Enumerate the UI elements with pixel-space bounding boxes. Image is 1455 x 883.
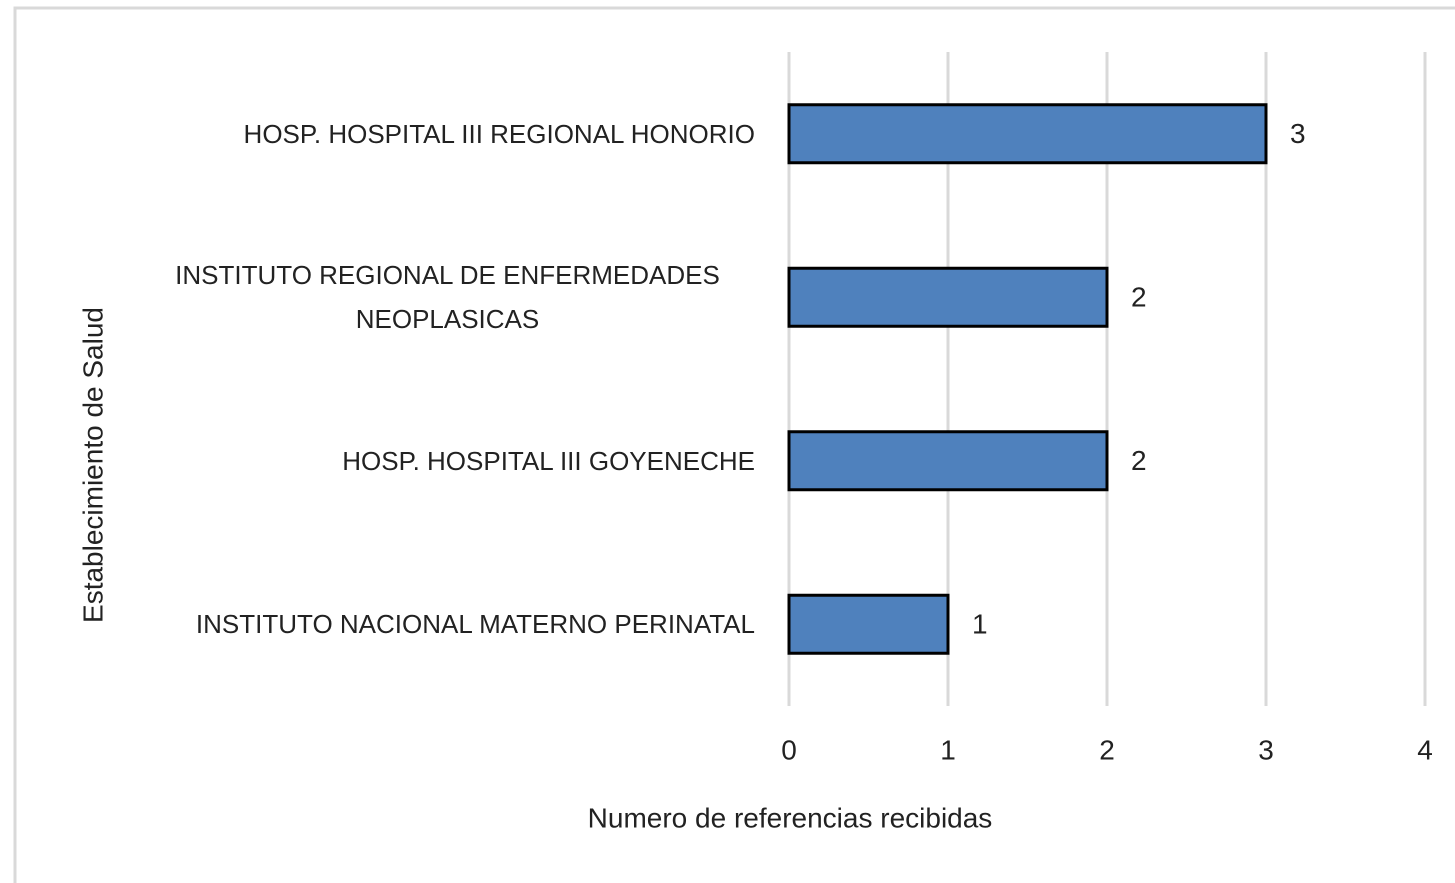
bar: [787, 593, 950, 655]
y-tick-label: HOSP. HOSPITAL III GOYENECHE: [342, 445, 755, 476]
data-label: 2: [1131, 445, 1147, 476]
x-tick-label: 2: [1099, 734, 1115, 765]
y-tick-label: INSTITUTO NACIONAL MATERNO PERINATAL: [195, 609, 755, 640]
bar: [787, 430, 1109, 492]
y-axis-title: Establecimiento de Salud: [77, 307, 108, 623]
x-tick-label: 0: [781, 734, 797, 765]
x-tick-label: 1: [940, 734, 956, 765]
bar: [787, 103, 1268, 165]
x-axis-title: Numero de referencias recibidas: [588, 802, 993, 833]
bar: [787, 266, 1109, 328]
data-label: 1: [972, 609, 988, 640]
data-label: 2: [1131, 282, 1147, 313]
y-tick-label: INSTITUTO REGIONAL DE ENFERMEDADES NEOPL…: [175, 260, 720, 335]
x-tick-label: 4: [1417, 734, 1433, 765]
y-tick-label: HOSP. HOSPITAL III REGIONAL HONORIO: [243, 118, 755, 149]
data-label: 3: [1290, 118, 1306, 149]
x-tick-label: 3: [1258, 734, 1274, 765]
